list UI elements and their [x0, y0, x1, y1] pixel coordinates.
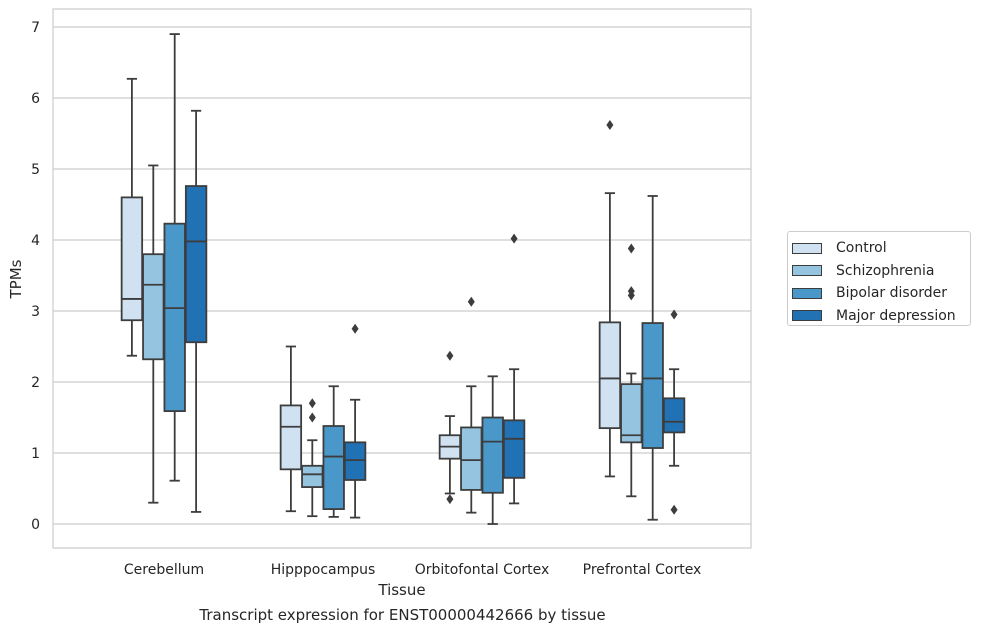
box-iqr — [184, 185, 208, 344]
outlier-point — [670, 504, 678, 515]
legend-item: Control — [792, 237, 970, 260]
legend-item: Major depression — [792, 305, 970, 328]
box-bipolar-disorder — [163, 33, 186, 482]
box-iqr — [322, 425, 345, 510]
outlier-point — [510, 233, 518, 244]
y-tick-label: 7 — [31, 20, 40, 36]
box-iqr — [343, 441, 367, 481]
legend-item: Schizophrenia — [792, 260, 970, 283]
outlier-point — [670, 309, 678, 320]
outlier-point — [308, 398, 316, 409]
box-iqr — [142, 253, 165, 361]
box-iqr — [641, 322, 664, 449]
y-axis-label: TPMs — [7, 259, 25, 299]
box-iqr — [120, 196, 144, 322]
chart-caption: Transcript expression for ENST0000044266… — [199, 606, 606, 624]
boxes — [120, 33, 686, 525]
y-axis: 0 1 2 3 4 5 6 7 — [31, 20, 40, 533]
legend-label: Bipolar disorder — [836, 285, 948, 302]
outlier-point — [627, 243, 635, 254]
outlier-point — [308, 412, 316, 423]
outlier-point — [446, 350, 454, 361]
y-tick-label: 6 — [31, 91, 40, 107]
outlier-point — [446, 494, 454, 505]
legend-swatch — [792, 310, 822, 322]
x-tick-label: Cerebellum — [124, 562, 204, 578]
box-schizophrenia — [301, 398, 324, 518]
box-control — [120, 77, 144, 357]
x-tick-label: Prefrontal Cortex — [583, 562, 702, 578]
box-control — [279, 345, 303, 513]
y-tick-label: 0 — [31, 517, 40, 533]
box-schizophrenia — [620, 243, 643, 498]
y-tick-label: 2 — [31, 375, 40, 391]
box-major-depression — [502, 233, 526, 505]
outlier-point — [467, 296, 475, 307]
box-iqr — [460, 426, 483, 491]
legend-label: Control — [836, 240, 887, 257]
box-iqr — [481, 416, 504, 494]
legend-swatch — [792, 242, 822, 254]
outlier-point — [627, 290, 635, 301]
box-schizophrenia — [460, 296, 483, 514]
y-tick-label: 5 — [31, 162, 40, 178]
x-tick-label: Hipppocampus — [271, 562, 376, 578]
outlier-point — [606, 119, 614, 130]
box-bipolar-disorder — [641, 195, 664, 521]
legend-swatch — [792, 265, 822, 277]
box-iqr — [301, 464, 324, 488]
legend: Control Schizophrenia Bipolar disorder Majo… — [787, 231, 971, 326]
y-tick-label: 3 — [31, 304, 40, 320]
box-iqr — [279, 404, 303, 471]
x-axis-label: Tissue — [377, 581, 425, 599]
outlier-point — [351, 323, 359, 334]
legend-swatch — [792, 287, 822, 299]
x-axis: Cerebellum Hipppocampus Orbitofontal Corte… — [124, 562, 701, 578]
y-tick-label: 4 — [31, 233, 40, 249]
box-bipolar-disorder — [322, 385, 345, 518]
box-iqr — [163, 222, 186, 413]
box-major-depression — [184, 109, 208, 513]
legend-item: Bipolar disorder — [792, 282, 970, 305]
box-iqr — [662, 397, 686, 434]
legend-label: Major depression — [836, 307, 956, 324]
box-major-depression — [662, 309, 686, 515]
legend-label: Schizophrenia — [836, 262, 935, 279]
box-control — [438, 350, 462, 505]
box-iqr — [502, 419, 526, 479]
box-control — [598, 119, 622, 478]
box-iqr — [598, 321, 622, 430]
box-iqr — [620, 383, 643, 444]
box-bipolar-disorder — [481, 375, 504, 525]
x-tick-label: Orbitofontal Cortex — [415, 562, 550, 578]
y-tick-label: 1 — [31, 446, 40, 462]
box-major-depression — [343, 323, 367, 519]
